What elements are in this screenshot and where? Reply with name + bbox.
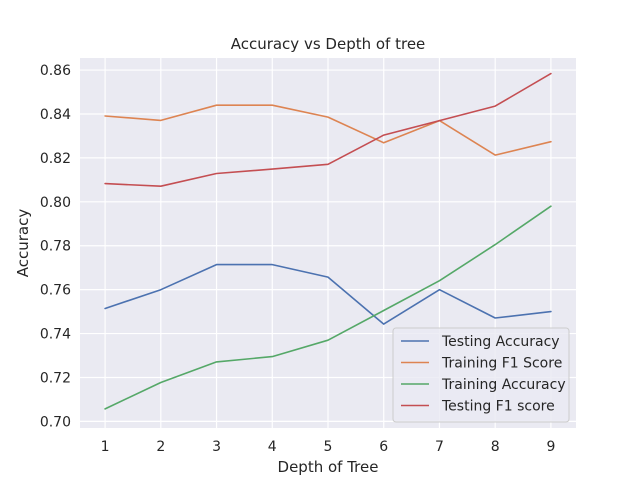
- y-axis: 0.70 0.72 0.74 0.76 0.78 0.80 0.82 0.84 0.86: [40, 63, 71, 430]
- y-tick-label: 0.82: [40, 151, 71, 167]
- y-tick-label: 0.84: [40, 107, 71, 123]
- chart-title: Accuracy vs Depth of tree: [231, 35, 426, 53]
- legend: Testing Accuracy Training F1 Score Trainin…: [392, 327, 570, 423]
- legend-box: [392, 327, 570, 423]
- series-lines: [104, 72, 552, 410]
- series-line-testing-accuracy: [104, 263, 552, 325]
- y-tick-label: 0.86: [40, 63, 71, 79]
- y-tick-label: 0.72: [40, 370, 71, 386]
- legend-label: Training F1 Score: [441, 356, 562, 372]
- y-tick-label: 0.74: [40, 327, 71, 343]
- x-axis: 1 2 3 4 5 6 7 8 9: [101, 439, 556, 455]
- y-tick-label: 0.78: [40, 239, 71, 255]
- legend-label: Training Accuracy: [441, 377, 566, 393]
- x-tick-label: 5: [324, 439, 333, 455]
- y-tick-label: 0.76: [40, 283, 71, 299]
- x-tick-label: 9: [546, 439, 555, 455]
- y-axis-title: Accuracy: [14, 209, 32, 278]
- y-tick-label: 0.70: [40, 414, 71, 430]
- x-tick-label: 2: [156, 439, 165, 455]
- legend-label: Testing Accuracy: [441, 334, 560, 350]
- series-line-training-accuracy: [104, 205, 552, 410]
- x-tick-label: 1: [101, 439, 110, 455]
- series-line-testing-f1-score: [104, 72, 552, 187]
- series-line-training-f1-score: [104, 104, 552, 156]
- x-axis-title: Depth of Tree: [278, 458, 379, 476]
- legend-label: Testing F1 score: [441, 399, 555, 415]
- x-tick-label: 8: [491, 439, 500, 455]
- x-tick-label: 3: [212, 439, 221, 455]
- x-tick-label: 4: [268, 439, 277, 455]
- x-tick-label: 7: [435, 439, 444, 455]
- y-tick-label: 0.80: [40, 195, 71, 211]
- x-tick-label: 6: [379, 439, 388, 455]
